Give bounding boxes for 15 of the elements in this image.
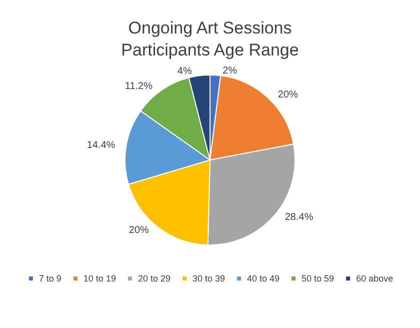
legend-label: 7 to 9 (38, 274, 62, 284)
data-label: 20% (278, 90, 298, 101)
data-label: 11.2% (124, 81, 153, 92)
legend-label: 50 to 59 (302, 274, 334, 284)
chart-title: Ongoing Art Sessions Participants Age Range (121, 18, 299, 60)
data-label: 20% (128, 225, 149, 236)
legend-label: 10 to 19 (83, 274, 116, 284)
data-label: 4% (177, 66, 192, 78)
legend-label: 30 to 39 (192, 274, 226, 284)
data-label: 14.4% (86, 140, 116, 152)
data-label: 2% (222, 66, 238, 77)
data-label: 28.4% (284, 212, 314, 224)
legend-label: 60 above (356, 274, 394, 284)
legend-label: 40 to 49 (247, 274, 280, 284)
legend-label: 20 to 29 (138, 274, 170, 284)
